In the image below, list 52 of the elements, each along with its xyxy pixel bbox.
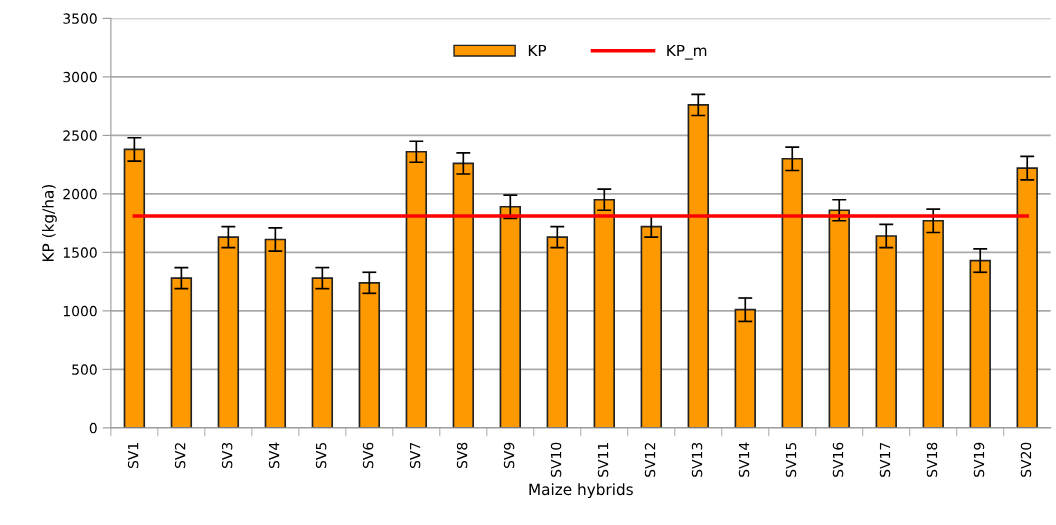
y-tick-label: 2500	[63, 130, 97, 141]
x-tick-label: SV2	[174, 443, 186, 468]
bar	[217, 236, 240, 428]
x-tick-label: SV10	[550, 442, 562, 477]
x-tick-label: SV14	[738, 442, 750, 477]
x-tick-label: SV15	[785, 442, 797, 477]
x-tick-label: SV13	[691, 442, 703, 477]
bar	[593, 198, 615, 428]
x-tick-label: SV3	[221, 442, 233, 468]
bar	[452, 162, 475, 428]
bar	[170, 277, 193, 428]
x-tick-label: SV17	[879, 442, 891, 477]
x-tick-label: SV8	[456, 442, 468, 468]
bar	[358, 281, 381, 428]
legend-label: KP	[528, 44, 547, 57]
y-tick-label: 500	[72, 364, 97, 375]
bar	[311, 277, 334, 428]
bar	[499, 205, 522, 428]
x-tick-label: SV5	[315, 442, 327, 468]
y-tick-label: 3500	[63, 13, 97, 24]
bar	[828, 209, 850, 428]
x-tick-label: SV18	[926, 442, 938, 477]
y-tick-label: 1000	[63, 305, 97, 317]
y-tick-label: 2000	[63, 188, 97, 200]
x-tick-label: SV16	[832, 442, 844, 477]
bar	[123, 148, 146, 428]
x-axis-title: Maize hybrids	[529, 483, 633, 499]
x-tick-label: SV11	[597, 443, 609, 477]
bar	[546, 236, 569, 428]
bar	[875, 235, 897, 428]
legend-label: KP_m	[667, 44, 707, 60]
x-tick-label: SV6	[362, 442, 374, 468]
bar	[687, 104, 709, 428]
bar	[405, 150, 428, 428]
bar	[640, 225, 662, 428]
x-tick-label: SV4	[268, 442, 280, 468]
x-tick-label: SV7	[409, 442, 421, 468]
bar	[1016, 167, 1038, 428]
x-tick-label: SV12	[644, 443, 656, 477]
bar	[264, 238, 287, 428]
y-axis-title: KP (kg/ha)	[42, 185, 57, 261]
bar	[734, 308, 756, 428]
x-tick-label: SV20	[1020, 442, 1032, 477]
y-tick-label: 3000	[63, 71, 97, 83]
bar	[781, 157, 803, 428]
bar	[922, 219, 944, 428]
x-tick-label: SV19	[973, 442, 985, 477]
bar	[969, 259, 991, 428]
y-tick-label: 0	[89, 422, 97, 434]
x-tick-label: SV9	[503, 442, 515, 468]
x-tick-label: SV1	[127, 443, 139, 468]
y-tick-label: 1500	[63, 247, 97, 258]
